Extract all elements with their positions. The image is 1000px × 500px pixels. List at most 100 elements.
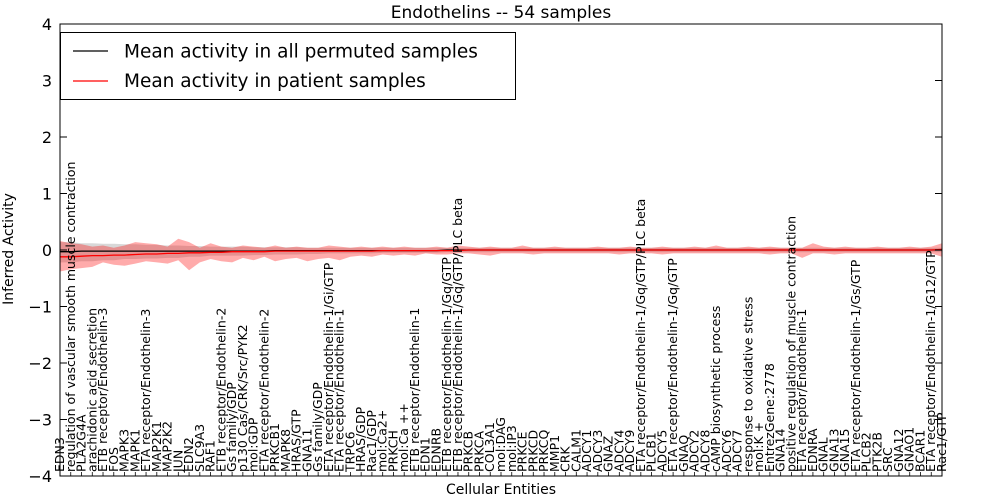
x-tick-label: ETB receptor/Endothelin-3 <box>95 308 110 472</box>
legend: Mean activity in all permuted samples Me… <box>60 32 516 100</box>
x-tick-label: EntrezGene:2778 <box>762 363 777 472</box>
x-tick-label: PLA2G4A <box>74 414 89 472</box>
x-tick-label: mol:GDP <box>246 417 261 472</box>
legend-box <box>60 32 516 100</box>
y-tick-label: 4 <box>42 15 52 34</box>
x-tick-label: positive regulation of muscle contractio… <box>783 216 798 472</box>
x-tick-label: ADCY7 <box>730 430 745 472</box>
x-tick-label: ETB receptor/Endothelin-1/Gq/GTP <box>439 257 454 472</box>
confidence-bands <box>60 238 942 272</box>
x-tick-label: ADCY4 <box>611 430 626 472</box>
x-tick-label: PTK2B <box>870 432 885 472</box>
x-tick-label: ETA receptor/Endothelin-1 <box>332 309 347 472</box>
x-tick-label: ETA receptor/Endothelin-1/Gq/GTP/PLC bet… <box>633 199 648 472</box>
x-tick-label: ETA receptor/Endothelin-3 <box>138 309 153 472</box>
x-tick-label: MAPK8 <box>278 429 293 472</box>
x-tick-label: ETB receptor/Endothelin-2 <box>213 308 228 472</box>
x-tick-label: ETB receptor/Endothelin-1/Gq/GTP/PLC bet… <box>450 198 465 472</box>
x-tick-label: mol:K + <box>751 422 766 472</box>
x-tick-label: JUN <box>170 450 185 473</box>
x-tick-label: GNAQ <box>676 435 691 472</box>
x-tick-label: ETA receptor/Endothelin-1/Gq/GTP <box>665 258 680 472</box>
x-tick-label: GNAL <box>816 437 831 472</box>
x-tick-label: MAPK1 <box>127 429 142 472</box>
x-tick-label: BCAR1 <box>913 430 928 472</box>
x-tick-label: ETA receptor/Endothelin-1/Gs/GTP <box>848 259 863 472</box>
x-tick-label: ADCY2 <box>687 430 702 472</box>
y-tick-label: −4 <box>28 467 52 486</box>
x-tick-label: MAPK3 <box>117 429 132 472</box>
x-tick-label: PLCB2 <box>859 432 874 472</box>
x-tick-label: PRKCD <box>525 430 540 472</box>
y-tick-label: 2 <box>42 128 52 147</box>
line-series-1 <box>60 248 943 258</box>
x-tick-label: Gs family/GDP <box>224 382 239 472</box>
x-tick-label: arachidonic acid secretion <box>84 308 99 472</box>
x-tick-label: PRKCB1 <box>267 423 282 472</box>
y-axis-label: Inferred Activity <box>1 193 17 305</box>
x-tick-label: ETB receptor/Endothelin-1 <box>407 308 422 472</box>
x-axis-label: Cellular Entities <box>446 482 556 498</box>
x-tick-label: EDNRB <box>429 428 444 472</box>
x-tick-label: PRKCH <box>385 430 400 472</box>
x-tick-label: GNAZ <box>601 436 616 472</box>
x-tick-label: COL3A1 <box>482 422 497 472</box>
x-tick-label: GNA11 <box>299 429 314 473</box>
x-tick-label: p130 Cas/CRK/Src/PYK2 <box>235 324 250 472</box>
y-tick-label: 1 <box>42 185 52 204</box>
x-tick-label: ETA receptor/Endothelin-2 <box>256 309 271 472</box>
x-tick-label: EDNRA <box>805 428 820 472</box>
x-tick-label: ADCY5 <box>654 430 669 472</box>
x-tick-label: GNAO1 <box>902 427 917 472</box>
x-tick-label: PRKCQ <box>536 430 551 472</box>
x-tick-label: response to oxidative stress <box>740 297 755 472</box>
x-tick-label: ETA receptor/Endothelin-1/Gi/GTP <box>321 262 336 472</box>
x-tick-label: GNA15 <box>837 429 852 473</box>
y-tick-label: −3 <box>28 411 52 430</box>
x-tick-label: CRK <box>558 446 573 472</box>
x-tick-label: Rac1/GDP <box>364 410 379 472</box>
x-tick-label: PRKCE <box>515 432 530 472</box>
x-tick-label: cAMP biosynthetic process <box>708 306 723 472</box>
x-tick-label: mol:Ca2+ <box>375 410 390 472</box>
y-tick-label: −2 <box>28 354 52 373</box>
legend-label-patient: Mean activity in patient samples <box>124 71 426 92</box>
x-tick-label: PLCB1 <box>644 432 659 472</box>
x-tick-label: SRC <box>880 447 895 472</box>
x-tick-label: ETA receptor/Endothelin-1 <box>794 309 809 472</box>
band-series-0 <box>60 242 942 263</box>
x-tick-label: GNA13 <box>826 429 841 473</box>
x-tick-label: FOS <box>106 447 121 472</box>
x-tick-label: PRKCB <box>461 431 476 472</box>
x-tick-label: SLC9A3 <box>192 424 207 472</box>
x-tick-label: TRPC6 <box>342 431 357 473</box>
x-tick-label: PRKCA <box>472 431 487 472</box>
x-tick-label: ADCY9 <box>622 430 637 472</box>
x-tick-label: MAP2K1 <box>149 421 164 472</box>
x-tick-label: HRAS/GDP <box>353 406 368 472</box>
x-tick-label: MMP1 <box>547 435 562 472</box>
x-tick-label: ETA receptor/Endothelin-1/G12/GTP <box>923 250 938 472</box>
y-tick-label: 0 <box>42 241 52 260</box>
x-tick-label: mol:Ca ++ <box>396 403 411 472</box>
x-tick-label: GNA14 <box>773 428 788 472</box>
x-tick-label: regulation of vascular smooth muscle con… <box>63 162 78 472</box>
chart-title: Endothelins -- 54 samples <box>391 3 612 23</box>
x-tick-label: ADCY6 <box>719 430 734 472</box>
band-series-1 <box>60 238 942 272</box>
y-tick-label: −1 <box>28 298 52 317</box>
x-tick-label: ADCY1 <box>579 430 594 472</box>
legend-label-permuted: Mean activity in all permuted samples <box>124 42 478 63</box>
x-tick-label: mol:IP3 <box>504 425 519 472</box>
plot-area <box>59 23 943 477</box>
x-tick-label: GNA12 <box>891 429 906 473</box>
axis-ticks: 4 3 2 1 0 −1 −2 −3 −4 <box>28 15 943 486</box>
x-tick-label: ADCY8 <box>697 430 712 472</box>
series-lines <box>60 248 943 258</box>
x-tick-label: RAF1 <box>203 440 218 472</box>
x-tick-label: EDN1 <box>418 437 433 472</box>
x-tick-label: mol:DAG <box>493 417 508 472</box>
x-tick-label: HRAS/GTP <box>289 409 304 472</box>
